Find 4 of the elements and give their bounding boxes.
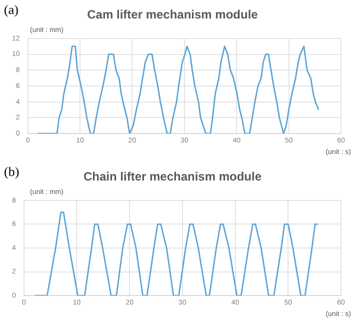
chart-title: Chain lifter mechanism module [83,170,262,184]
text: (b) [4,164,20,179]
chart-title: Cam lifter mechanism module [87,8,258,22]
text: (a) [4,2,18,17]
